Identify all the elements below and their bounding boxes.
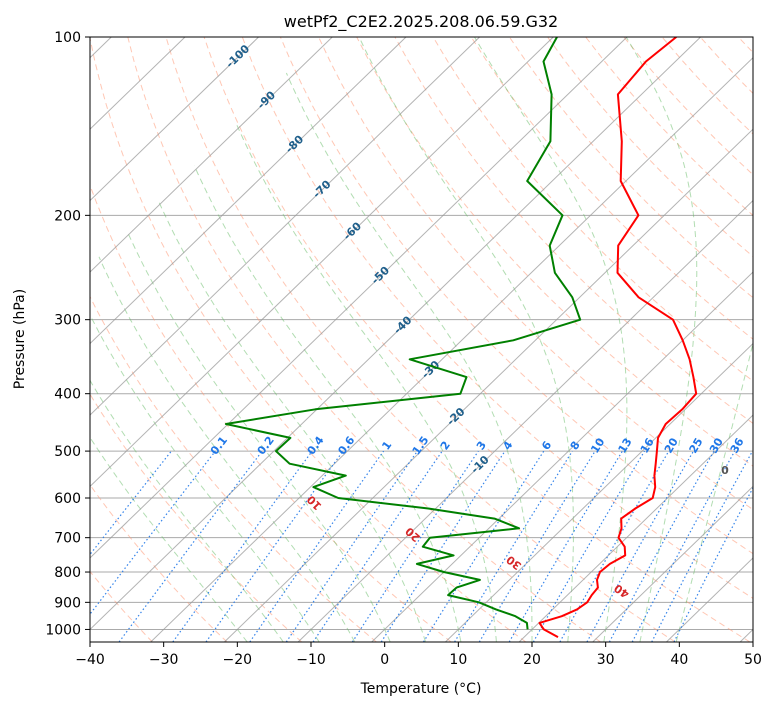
x-tick-label: 50 [744, 652, 762, 668]
dry-adiabat [470, 37, 753, 340]
dry-adiabat [90, 295, 377, 642]
mixing-ratio-line [172, 450, 313, 642]
mixing-ratio-line [586, 450, 695, 642]
x-tick-label: 10 [449, 652, 467, 668]
mixing-ratio-line [285, 450, 418, 642]
isotherm-line [518, 414, 753, 642]
x-tick-label: −20 [223, 652, 253, 668]
dry-adiabat [165, 37, 676, 642]
dry-adiabat [356, 37, 753, 467]
moist-adiabat-label: 0 [721, 464, 729, 477]
y-tick-label: 500 [54, 444, 81, 460]
profile-lines [224, 37, 698, 638]
mixing-ratio-line [118, 450, 263, 642]
isotherm-line [90, 37, 407, 345]
moist-adiabat [285, 72, 533, 642]
mixing-ratio-line [312, 450, 443, 642]
moist-adiabat [235, 123, 497, 642]
dry-adiabat [508, 37, 753, 299]
isotherm-line [90, 37, 333, 273]
moist-adiabat [127, 233, 391, 642]
dry-adiabat [279, 37, 753, 555]
isotherm-line [90, 37, 701, 631]
dry-adiabat [127, 37, 601, 642]
dry-adiabat [203, 37, 751, 642]
reference-lines [90, 37, 753, 642]
y-tick-label: 200 [54, 208, 81, 224]
plot-frame [89, 36, 754, 643]
moist-adiabat [675, 341, 753, 642]
y-axis-label: Pressure (hPa) [12, 289, 28, 389]
x-axis: −40 −30 −20 −10 0 10 20 30 40 50 [75, 642, 762, 668]
dry-adiabat [90, 37, 527, 642]
mixing-ratio-line [631, 450, 736, 642]
dry-adiabat [318, 37, 753, 511]
y-tick-label: 700 [54, 531, 81, 547]
y-tick-label: 600 [54, 491, 81, 507]
moist-adiabat [625, 37, 698, 642]
dry-adiabat [90, 393, 303, 642]
mixing-ratio-line [351, 450, 479, 642]
x-tick-label: −10 [296, 652, 326, 668]
mixing-ratio-line [380, 450, 506, 642]
moist-adiabat [193, 165, 462, 642]
y-tick-label: 100 [54, 30, 81, 46]
dry-adiabat [241, 37, 753, 599]
mixing-ratio-line [608, 450, 715, 642]
temperature-line [538, 37, 698, 638]
moist-adiabat [90, 436, 248, 642]
mixing-ratio-line [454, 450, 573, 642]
y-tick-label: 800 [54, 565, 81, 581]
isotherm-line [371, 271, 753, 642]
x-tick-label: 0 [380, 652, 389, 668]
moist-adiabat [474, 37, 628, 642]
isotherm-line [90, 37, 480, 416]
isotherm-line [224, 128, 753, 642]
mixing-ratio-line [249, 450, 385, 642]
isotherm-line [90, 37, 259, 202]
isotherm-line [592, 485, 753, 642]
isotherm-line [90, 37, 554, 488]
y-axis: 100 200 300 400 500 600 700 800 900 1000 [45, 30, 90, 638]
moist-adiabat [158, 201, 426, 642]
x-tick-label: −30 [149, 652, 179, 668]
x-tick-label: 20 [523, 652, 541, 668]
dry-adiabat [90, 183, 452, 642]
dry-adiabat [432, 37, 753, 382]
mixing-ratio-line [205, 450, 344, 642]
x-tick-label: 30 [597, 652, 615, 668]
dewpoint-line [224, 37, 582, 630]
isotherm-line [90, 37, 628, 559]
mixing-ratio-line [478, 450, 596, 642]
x-tick-label: −40 [75, 652, 105, 668]
isotherm-line [297, 199, 753, 642]
y-tick-label: 400 [54, 387, 81, 403]
x-axis-label: Temperature (°C) [360, 681, 482, 697]
y-tick-label: 900 [54, 595, 81, 611]
moist-adiabat [90, 313, 320, 642]
isotherm-line [445, 342, 753, 642]
dry-adiabat [394, 37, 753, 424]
mixing-ratio-line [559, 450, 670, 642]
x-tick-label: 40 [670, 652, 688, 668]
chart-title: wetPf2_C2E2.2025.208.06.59.G32 [284, 12, 558, 32]
y-tick-label: 300 [54, 313, 81, 329]
y-tick-label: 1000 [45, 622, 81, 638]
isotherm-line [150, 56, 753, 642]
